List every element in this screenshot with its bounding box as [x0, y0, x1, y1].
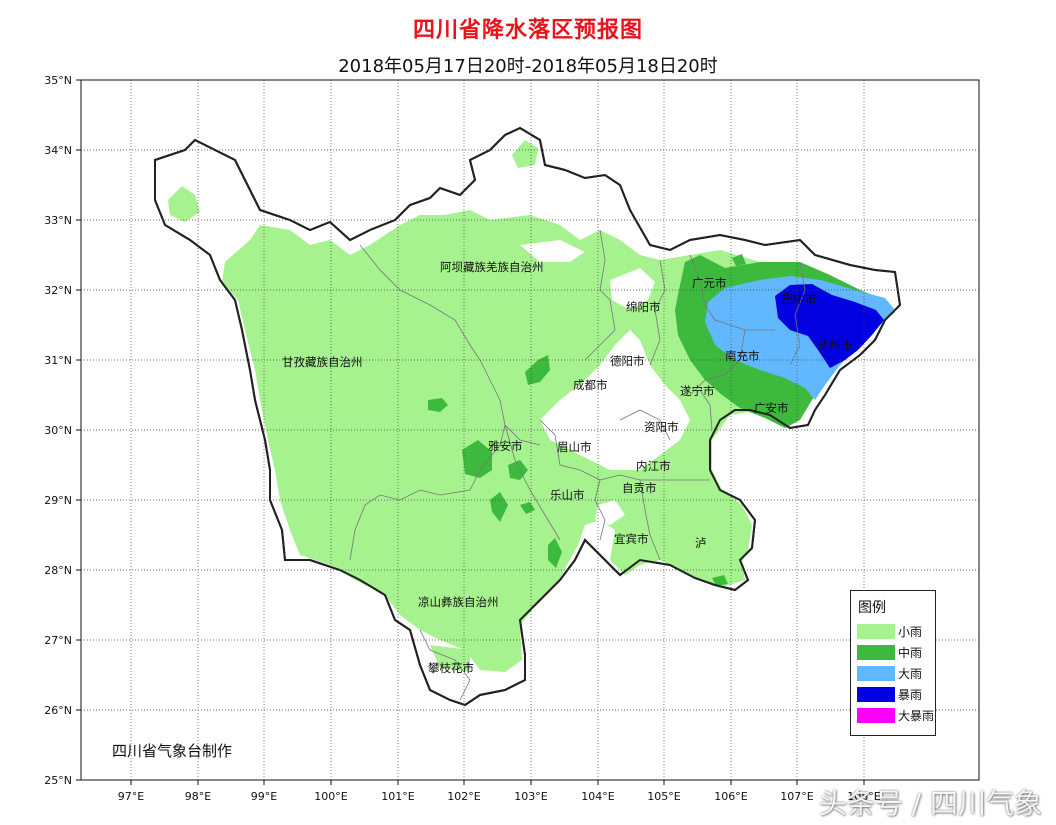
- light-rain-patch: [168, 186, 200, 222]
- axis-ticks: [76, 79, 865, 785]
- legend-label: 小雨: [898, 625, 923, 639]
- lat-label: 33°N: [44, 214, 72, 227]
- legend-item: 大暴雨: [857, 708, 934, 723]
- place-label-guangan: 广安市: [754, 401, 789, 415]
- place-label-ziyang: 资阳市: [644, 420, 679, 434]
- latitude-labels: 35°N 34°N 33°N 32°N 31°N 30°N 29°N 28°N …: [44, 74, 72, 787]
- moderate-rain-patch: [520, 502, 535, 514]
- legend-label: 大雨: [898, 667, 923, 681]
- lon-label: 101°E: [381, 790, 414, 803]
- place-label-mianyang: 绵阳市: [626, 300, 661, 314]
- legend: 图例 小雨 中雨 大雨 暴雨 大暴雨: [850, 590, 936, 736]
- moderate-rain-patch: [428, 398, 448, 412]
- lat-label: 28°N: [44, 564, 72, 577]
- moderate-rain-patch: [508, 460, 528, 480]
- lat-label: 32°N: [44, 284, 72, 297]
- province-border: [154, 126, 902, 707]
- watermark: 头条号 / 四川气象: [818, 787, 1042, 820]
- place-label-luzhou: 泸: [695, 536, 707, 550]
- prefecture-boundaries: [349, 229, 806, 701]
- lat-label: 25°N: [44, 774, 72, 787]
- legend-label: 大暴雨: [898, 709, 935, 723]
- place-label-neijiang: 内江市: [636, 459, 671, 473]
- light-rain-patch: [512, 140, 538, 168]
- legend-swatch-rainstorm: [857, 687, 895, 702]
- lon-label: 103°E: [514, 790, 547, 803]
- place-label-dazhou: 达州市: [818, 338, 853, 352]
- lat-label: 31°N: [44, 354, 72, 367]
- place-label-leshan: 乐山市: [550, 488, 585, 502]
- place-label-suining: 遂宁市: [680, 384, 715, 398]
- legend-label: 中雨: [898, 646, 923, 660]
- legend-swatch-heavy-rainstorm: [857, 708, 895, 723]
- light-rain-patch: [430, 645, 470, 672]
- lon-label: 102°E: [447, 790, 480, 803]
- legend-title: 图例: [858, 600, 886, 616]
- lat-label: 35°N: [44, 74, 72, 87]
- no-rain-area: [595, 500, 625, 525]
- no-rain-area: [520, 240, 585, 262]
- place-label-aba: 阿坝藏族羌族自治州: [440, 260, 544, 274]
- place-label-guangyuan: 广元市: [692, 276, 727, 290]
- longitude-labels: 97°E 98°E 99°E 100°E 101°E 102°E 103°E 1…: [118, 790, 881, 803]
- lon-label: 98°E: [185, 790, 211, 803]
- no-rain-area: [610, 268, 655, 310]
- legend-item: 暴雨: [857, 687, 922, 702]
- lat-label: 26°N: [44, 704, 72, 717]
- place-label-deyang: 德阳市: [610, 354, 645, 368]
- map-subtitle: 2018年05月17日20时-2018年05月18日20时: [338, 56, 718, 77]
- place-label-panzhihua: 攀枝花市: [428, 661, 474, 675]
- place-label-bazhong: 巴中市: [782, 292, 817, 306]
- place-labels: 阿坝藏族羌族自治州 甘孜藏族自治州 凉山彝族自治州 攀枝花市 雅安市 眉山市 乐…: [282, 260, 853, 675]
- lat-label: 29°N: [44, 494, 72, 507]
- rainstorm-area: [775, 284, 884, 368]
- lon-label: 104°E: [581, 790, 614, 803]
- lon-label: 106°E: [714, 790, 747, 803]
- place-label-liangshan: 凉山彝族自治州: [418, 595, 499, 609]
- place-label-meishan: 眉山市: [557, 440, 592, 454]
- lat-label: 27°N: [44, 634, 72, 647]
- map-title: 四川省降水落区预报图: [412, 18, 643, 43]
- legend-label: 暴雨: [898, 688, 923, 702]
- lon-label: 99°E: [251, 790, 277, 803]
- legend-swatch-light-rain: [857, 624, 895, 639]
- place-label-ganzi: 甘孜藏族自治州: [282, 355, 363, 369]
- place-label-yaan: 雅安市: [488, 439, 523, 453]
- producer-credit: 四川省气象台制作: [112, 742, 233, 760]
- lon-label: 107°E: [780, 790, 813, 803]
- place-label-chengdu: 成都市: [573, 378, 608, 392]
- no-rain-area: [540, 330, 690, 470]
- moderate-rain-patch: [462, 440, 492, 478]
- moderate-rain-patch: [548, 538, 562, 568]
- lat-label: 30°N: [44, 424, 72, 437]
- legend-swatch-heavy-rain: [857, 666, 895, 681]
- place-label-nanchong: 南充市: [725, 349, 760, 363]
- legend-item: 中雨: [857, 645, 922, 660]
- moderate-rain-patch: [712, 575, 728, 586]
- legend-item: 大雨: [857, 666, 922, 681]
- place-label-zigong: 自贡市: [622, 481, 657, 495]
- lat-label: 34°N: [44, 144, 72, 157]
- lon-label: 100°E: [314, 790, 347, 803]
- place-label-yibin: 宜宾市: [614, 532, 649, 546]
- legend-swatch-moderate-rain: [857, 645, 895, 660]
- moderate-rain-patch: [732, 254, 746, 266]
- legend-item: 小雨: [857, 624, 922, 639]
- lon-label: 108°E: [847, 790, 880, 803]
- moderate-rain-patch: [490, 492, 508, 522]
- lon-label: 105°E: [647, 790, 680, 803]
- lon-label: 97°E: [118, 790, 144, 803]
